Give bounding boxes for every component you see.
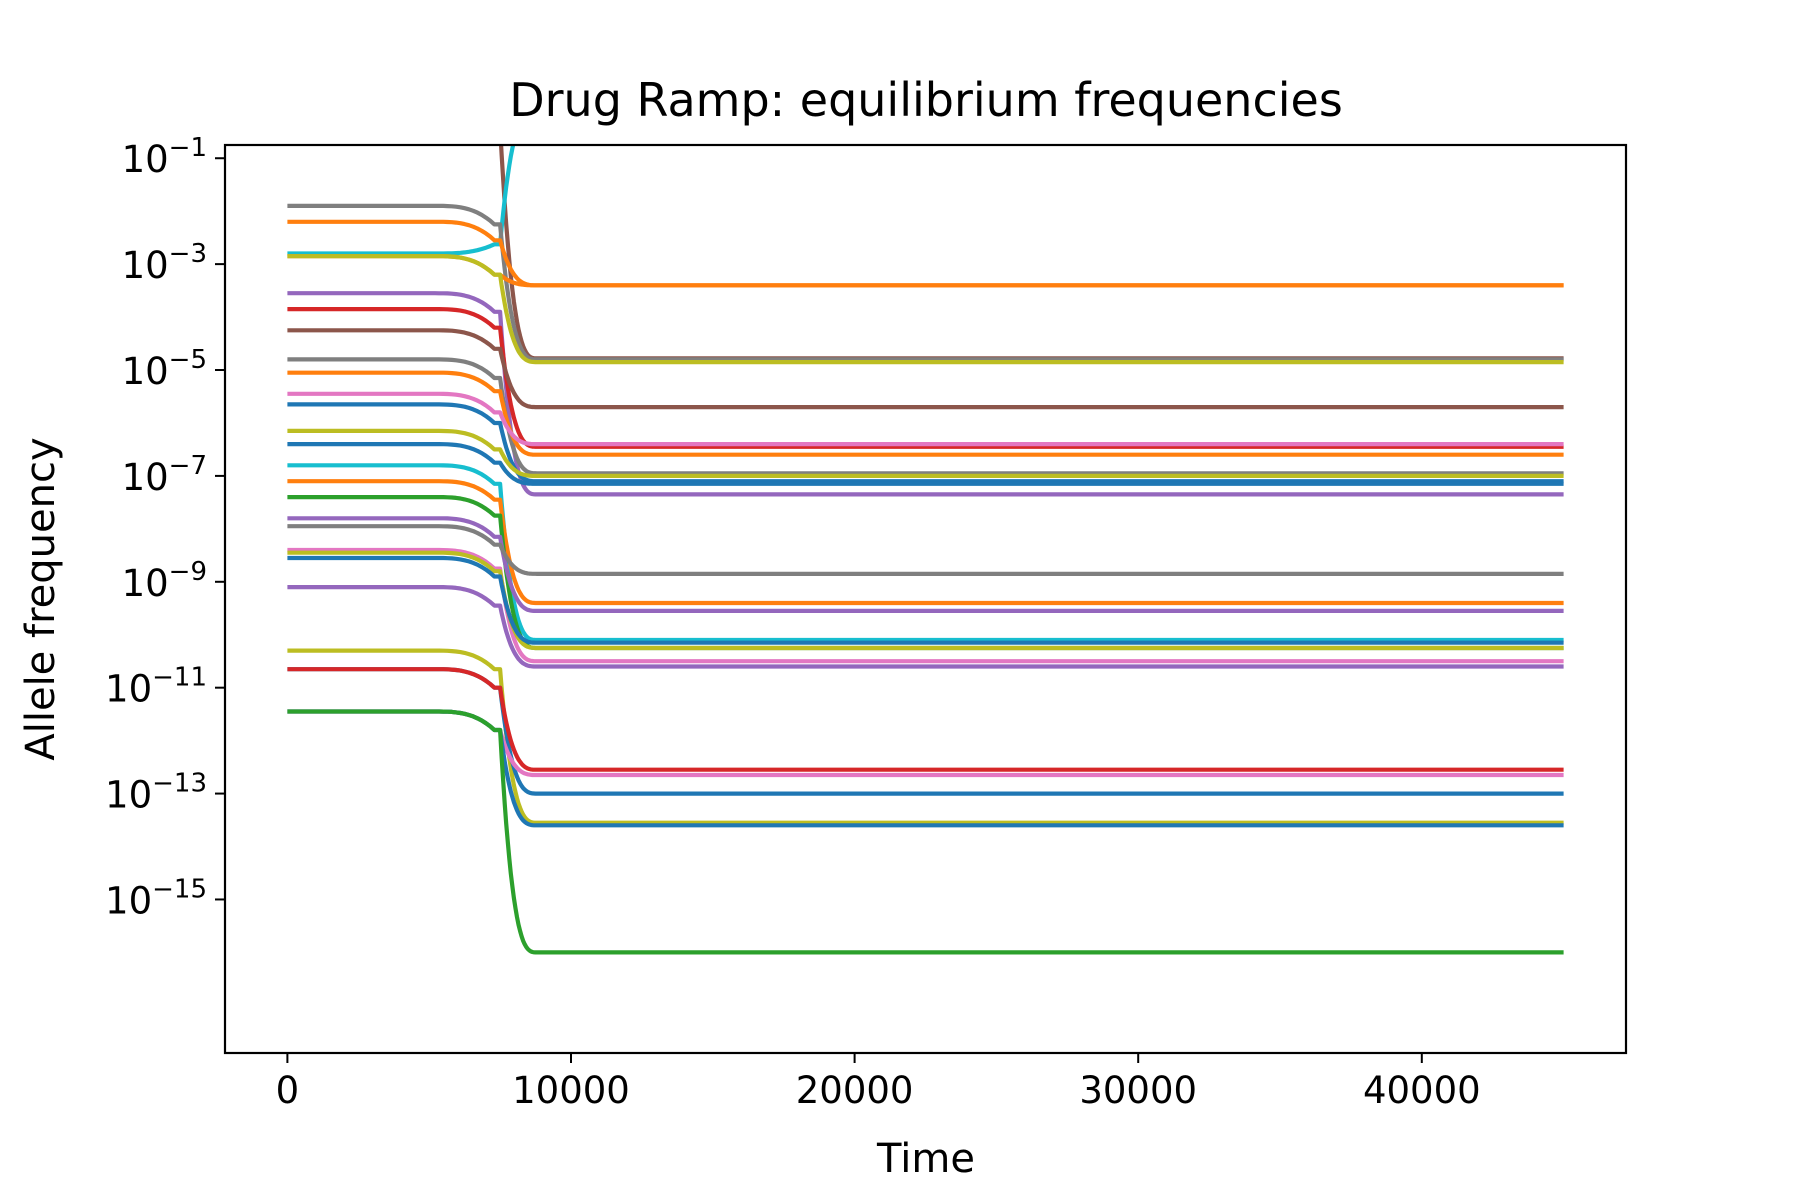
y-tick-exponent: −7: [169, 451, 207, 481]
plot-frame: [223, 143, 1628, 1055]
series-line-12: [287, 391, 1564, 447]
series-line-27: [287, 667, 1564, 772]
x-tick-label: 30000: [1079, 1069, 1197, 1112]
series-line-13: [287, 402, 1564, 484]
y-tick-exponent: −3: [169, 239, 207, 269]
series-line-30: [287, 709, 1564, 955]
x-tick-label: 20000: [796, 1069, 914, 1112]
y-tick-base: 10: [105, 668, 152, 711]
y-tick-base: 10: [122, 350, 169, 393]
y-tick-label: 10−15: [105, 874, 207, 922]
chart-title: Drug Ramp: equilibrium frequencies: [509, 73, 1343, 127]
x-tick-label: 40000: [1363, 1069, 1481, 1112]
series-line-7: [287, 291, 1564, 497]
y-tick-exponent: −15: [152, 874, 207, 904]
y-tick-exponent: −9: [169, 557, 207, 587]
y-tick-label: 10−3: [122, 239, 207, 287]
y-tick-label: 10−5: [122, 345, 207, 393]
series-line-9: [287, 328, 1564, 410]
y-tick-base: 10: [122, 562, 169, 605]
y-tick-exponent: −11: [152, 663, 207, 693]
y-tick-label: 10−11: [105, 663, 207, 711]
series-line-20: [287, 524, 1564, 577]
x-axis-label: Time: [876, 1136, 975, 1182]
y-axis-label: Allele frequency: [18, 437, 64, 760]
series-line-2: [287, 145, 516, 256]
y-tick-base: 10: [122, 138, 169, 181]
series-line-3: [287, 203, 1564, 362]
y-tick-exponent: −13: [152, 769, 207, 799]
y-tick-base: 10: [122, 244, 169, 287]
y-tick-exponent: −1: [169, 133, 207, 163]
x-tick-label: 10000: [512, 1069, 630, 1112]
series-line-14: [287, 428, 1564, 478]
series-line-23: [287, 555, 1564, 645]
x-axis-ticks: 0 10000 20000 30000 40000: [276, 1053, 1481, 1112]
y-tick-base: 10: [105, 774, 152, 817]
y-tick-label: 10−9: [122, 557, 207, 605]
series-lines: [287, 145, 1564, 955]
series-line-17: [287, 479, 1564, 606]
y-tick-label: 10−1: [122, 133, 207, 181]
series-line-6: [287, 254, 1564, 365]
y-tick-label: 10−13: [105, 769, 207, 817]
y-tick-base: 10: [105, 879, 152, 922]
x-tick-label: 0: [276, 1069, 300, 1112]
series-line-19: [287, 516, 1564, 614]
series-line-24: [287, 584, 1564, 669]
y-tick-base: 10: [122, 456, 169, 499]
series-line-11: [287, 370, 1564, 457]
series-line-15: [287, 442, 1564, 486]
y-tick-exponent: −5: [169, 345, 207, 375]
y-tick-label: 10−7: [122, 451, 207, 499]
